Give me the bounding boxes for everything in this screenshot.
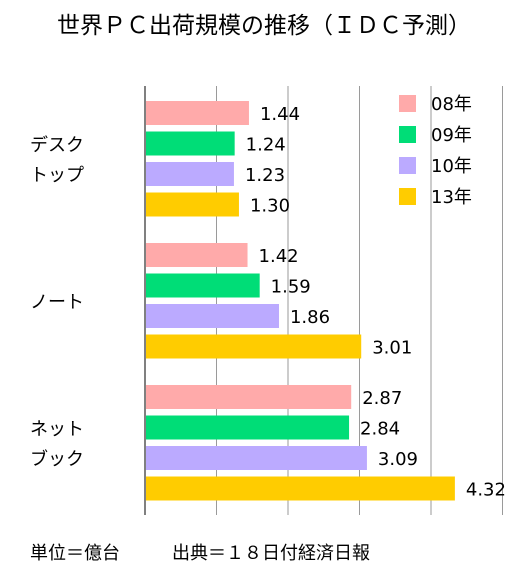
data-label: 1.30 — [250, 196, 290, 217]
data-label: 1.23 — [245, 165, 285, 186]
category-label: ブック — [30, 448, 84, 470]
bar — [146, 304, 279, 328]
grid-lines — [216, 86, 503, 515]
bars: 1.44 1.24 1.23 1.30 1.42 1.59 1.86 3.01 2.87 2.84… — [146, 101, 506, 501]
data-label: 1.59 — [271, 277, 311, 298]
bar — [146, 446, 367, 470]
bar — [146, 385, 352, 409]
data-label: 2.87 — [362, 388, 402, 409]
legend-label: 13年 — [431, 187, 472, 208]
data-label: 3.09 — [378, 449, 418, 470]
legend-swatch — [399, 157, 416, 174]
bar — [146, 273, 260, 298]
legend-swatch — [399, 95, 416, 112]
category-label: ネット — [30, 419, 84, 440]
data-label: 1.86 — [290, 307, 330, 328]
bar — [146, 476, 455, 501]
legend: 08年 09年 10年 13年 — [399, 94, 472, 208]
legend-label: 10年 — [431, 156, 472, 177]
category-label: デスク — [30, 135, 84, 156]
legend-swatch — [399, 126, 416, 143]
data-label: 2.84 — [360, 419, 400, 440]
bar — [146, 334, 362, 359]
legend-label: 09年 — [431, 125, 472, 146]
data-label: 3.01 — [372, 338, 412, 359]
bar — [146, 162, 234, 186]
legend-label: 08年 — [431, 94, 472, 115]
bar — [146, 243, 248, 267]
legend-swatch — [399, 188, 416, 205]
chart-title: 世界ＰＣ出荷規模の推移（ＩＤＣ予測） — [57, 13, 471, 39]
bar — [146, 415, 350, 440]
bar — [146, 192, 239, 217]
bar — [146, 131, 235, 156]
category-label: トップ — [30, 165, 84, 186]
category-label: ノート — [30, 292, 84, 313]
footer-unit: 単位＝億台 — [30, 543, 120, 564]
data-label: 1.44 — [260, 104, 300, 125]
footer-source: 出典＝１８日付経済日報 — [172, 543, 370, 564]
data-label: 4.32 — [466, 480, 506, 501]
data-label: 1.42 — [259, 246, 299, 267]
data-label: 1.24 — [246, 135, 286, 156]
bar — [146, 101, 249, 125]
